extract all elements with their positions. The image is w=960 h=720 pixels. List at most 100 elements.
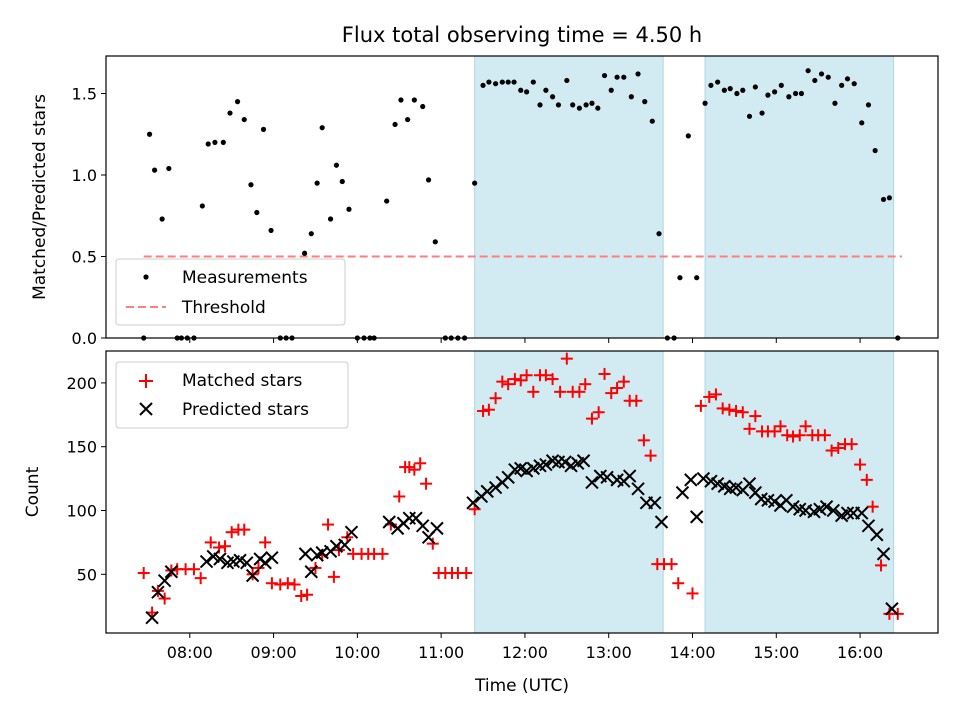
measurement-point [151,167,158,173]
measurement-point [825,74,831,80]
measurement-point [384,198,390,204]
predicted-star-point [304,565,318,579]
predicted-star-point [876,547,891,561]
matched-star-point [482,403,495,416]
matched-star-point [546,373,559,386]
measurement-point [486,79,492,85]
measurement-point [555,102,562,108]
predicted-star-point [654,515,669,529]
measurement-point [530,79,536,85]
matched-star-point [611,382,624,395]
predicted-star-point [840,506,855,520]
matched-star-point [187,563,200,576]
matched-star-point [288,578,301,591]
predicted-star-point [819,499,834,514]
measurement-point [301,250,308,256]
measurement-point [583,102,589,108]
measurement-point [886,195,893,201]
matched-star-point [502,378,515,391]
matched-star-point [860,473,873,486]
bottom-x-tick-label: 12:00 [502,643,548,662]
predicted-star-point [488,480,503,495]
matched-star-point [579,378,592,391]
matched-star-point [799,420,812,433]
measurement-point [212,139,218,145]
matched-star-point [703,390,716,403]
measurement-point [628,94,634,100]
bottom-y-tick-label: 200 [66,374,97,393]
bottom-y-tick-label: 100 [66,502,97,521]
predicted-star-point [826,503,840,518]
matched-star-point [768,425,781,438]
predicted-star-point [298,547,313,561]
predicted-star-point [696,471,711,486]
top-panel: 0.0 0.5 1.0 1.5 Matched/Predicted stars Mea… [30,55,939,348]
measurement-point [564,77,570,84]
measurement-point [614,74,620,80]
predicted-star-point [767,494,782,509]
measurement-point [493,81,499,87]
measurement-point [798,90,805,97]
predicted-star-point [689,510,704,524]
matched-star-point [781,429,794,442]
matched-star-point [327,570,340,583]
bottom-x-tick-label: 13:00 [586,643,632,662]
measurement-point [727,86,733,92]
matched-star-point [854,458,867,471]
matched-star-point [426,537,439,550]
measurement-point [308,231,314,237]
measurement-point [472,180,478,186]
measurement-point [685,133,691,139]
observing-window [474,350,664,634]
matched-star-point [787,430,800,443]
predicted-star-point [539,457,553,472]
bottom-y-tick-label: 150 [66,438,97,457]
measurement-point [241,116,247,123]
measurement-point [880,196,887,203]
bottom-x-tick-label: 16:00 [837,643,883,662]
matched-star-point [137,567,150,580]
predicted-star-point [558,455,572,469]
matched-star-point [845,438,858,451]
chart-title: Flux total observing time = 4.50 h [342,23,702,47]
predicted-star-point [157,573,172,588]
matched-star-point [665,558,678,571]
matched-star-point [238,523,251,536]
measurement-point [146,131,153,137]
legend-predicted-marker [139,402,153,416]
measurement-point [734,90,740,97]
matched-star-point [158,592,171,605]
measurement-point [839,82,845,88]
measurement-point [656,231,662,237]
matched-star-point [265,577,278,590]
matched-star-point [774,420,787,433]
matched-star-point [520,369,533,382]
legend-threshold-label: Threshold [181,298,266,318]
measurement-point [205,141,211,147]
matched-star-point [832,441,845,454]
matched-star-point [322,518,335,531]
predicted-star-point [240,556,254,570]
bottom-x-tick-label: 08:00 [167,643,213,662]
measurement-point [642,99,648,105]
measurement-point [398,97,404,103]
matched-star-point [617,375,630,388]
bottom-y-axis-label: Count [23,466,43,517]
legend-matched-marker [139,374,153,388]
measurement-point [220,139,226,145]
legend-measurements-label: Measurements [182,268,308,288]
top-legend: Measurements Threshold [115,258,346,326]
matched-star-point [694,399,707,412]
predicted-star-point [855,506,869,520]
measurement-point [420,103,426,110]
measurement-point [715,79,721,85]
matched-star-point [723,403,736,416]
measurement-point [778,82,784,88]
measurement-point [601,72,608,79]
measurement-point [595,105,601,111]
matched-star-point [825,444,838,457]
measurement-point [832,100,838,106]
measurement-point [721,87,727,93]
measurement-point [268,227,274,234]
measurement-point [543,87,549,93]
